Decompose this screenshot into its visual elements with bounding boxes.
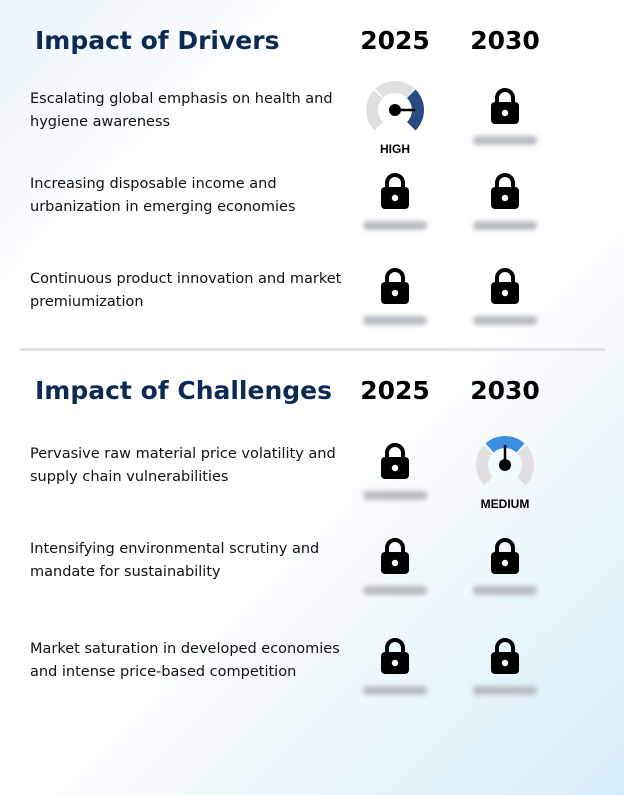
lock-icon[interactable] <box>340 268 450 308</box>
gauge-cell: MEDIUM <box>450 435 560 511</box>
hidden-rating <box>473 316 537 325</box>
lock-icon[interactable] <box>340 443 450 483</box>
locked-cell <box>450 173 560 230</box>
factor-label: Market saturation in developed economies… <box>30 641 340 680</box>
hidden-rating <box>363 586 427 595</box>
factor-label: Pervasive raw material price volatility … <box>30 446 336 485</box>
hidden-rating <box>363 221 427 230</box>
lock-icon[interactable] <box>450 538 560 578</box>
locked-cell <box>450 268 560 325</box>
lock-icon[interactable] <box>450 268 560 308</box>
section-divider <box>20 348 605 351</box>
lock-icon[interactable] <box>340 173 450 213</box>
hidden-rating <box>363 491 427 500</box>
lock-icon[interactable] <box>450 88 560 128</box>
gauge-cell: HIGH <box>340 80 450 156</box>
locked-cell <box>450 638 560 695</box>
factor-label: Increasing disposable income and urbaniz… <box>30 176 296 215</box>
locked-cell <box>340 538 450 595</box>
hidden-rating <box>363 316 427 325</box>
year-header: 2025 <box>360 376 430 405</box>
hidden-rating <box>473 686 537 695</box>
locked-cell <box>340 443 450 500</box>
locked-cell <box>450 538 560 595</box>
gauge-icon <box>340 80 450 140</box>
factor-label: Continuous product innovation and market… <box>30 271 342 310</box>
locked-cell <box>340 268 450 325</box>
hidden-rating <box>473 221 537 230</box>
lock-icon[interactable] <box>450 173 560 213</box>
locked-cell <box>340 173 450 230</box>
gauge-level-segment <box>485 436 525 453</box>
hidden-rating <box>363 686 427 695</box>
section-title: Impact of Challenges <box>35 376 332 405</box>
year-header: 2025 <box>360 26 430 55</box>
year-header: 2030 <box>470 376 540 405</box>
year-header: 2030 <box>470 26 540 55</box>
lock-icon[interactable] <box>340 638 450 678</box>
factor-label: Intensifying environmental scrutiny and … <box>30 541 320 580</box>
gauge-level-segment <box>407 89 424 131</box>
factor-label: Escalating global emphasis on health and… <box>30 91 333 130</box>
locked-cell <box>450 88 560 145</box>
hidden-rating <box>473 136 537 145</box>
locked-cell <box>340 638 450 695</box>
section-title: Impact of Drivers <box>35 26 280 55</box>
gauge-level-label: MEDIUM <box>480 497 530 511</box>
lock-icon[interactable] <box>340 538 450 578</box>
hidden-rating <box>473 586 537 595</box>
lock-icon[interactable] <box>450 638 560 678</box>
gauge-icon <box>450 435 560 495</box>
gauge-level-label: HIGH <box>380 142 410 156</box>
